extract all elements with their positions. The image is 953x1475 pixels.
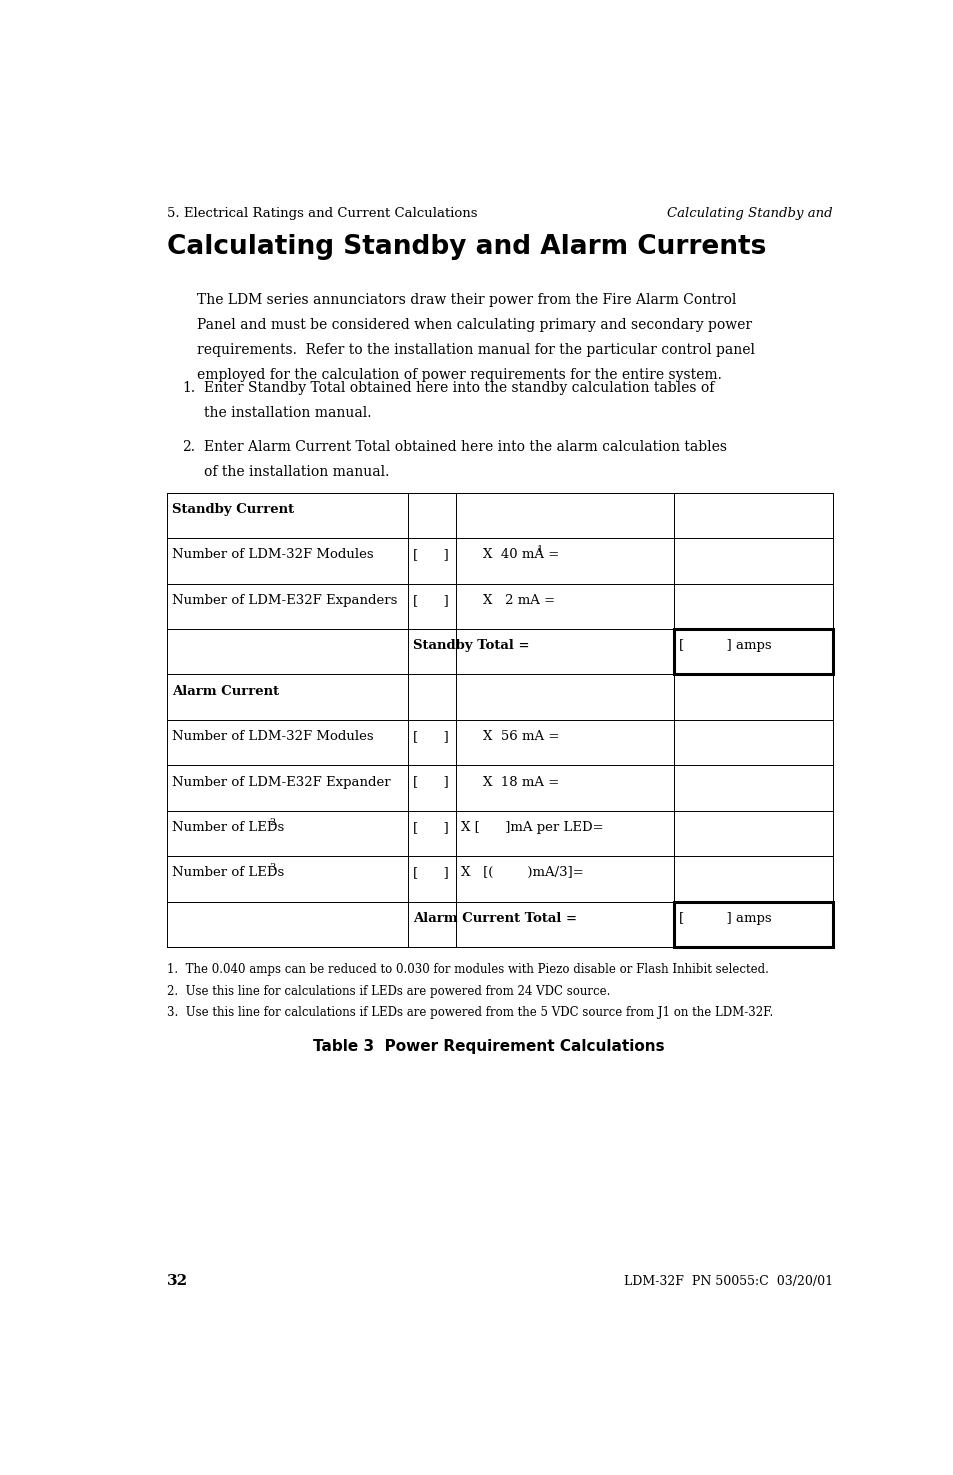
Text: X  40 mA: X 40 mA (482, 549, 543, 562)
Text: 2.: 2. (182, 441, 195, 454)
Text: The LDM series annunciators draw their power from the Fire Alarm Control: The LDM series annunciators draw their p… (196, 294, 736, 307)
Text: [          ] amps: [ ] amps (679, 639, 771, 652)
Text: the installation manual.: the installation manual. (204, 407, 372, 420)
Text: X [      ]mA per LED=: X [ ]mA per LED= (460, 822, 603, 833)
Text: 1.: 1. (182, 382, 195, 395)
Text: Alarm Current: Alarm Current (172, 684, 279, 698)
Text: Calculating Standby and: Calculating Standby and (666, 207, 832, 220)
Text: =: = (543, 549, 558, 562)
Text: [      ]: [ ] (413, 594, 448, 606)
Text: [      ]: [ ] (413, 730, 448, 743)
Text: Number of LDM-32F Modules: Number of LDM-32F Modules (172, 730, 374, 743)
Text: Calculating Standby and Alarm Currents: Calculating Standby and Alarm Currents (167, 235, 766, 260)
Text: 1.  The 0.040 amps can be reduced to 0.030 for modules with Piezo disable or Fla: 1. The 0.040 amps can be reduced to 0.03… (167, 963, 768, 976)
Text: Table 3  Power Requirement Calculations: Table 3 Power Requirement Calculations (313, 1038, 664, 1055)
Bar (673, 901, 832, 947)
Text: Number of LDM-E32F Expanders: Number of LDM-E32F Expanders (172, 594, 397, 606)
Text: X   2 mA =: X 2 mA = (482, 594, 555, 606)
Bar (167, 493, 832, 947)
Text: X  56 mA =: X 56 mA = (482, 730, 558, 743)
Text: X   [(        )mA/3]=: X [( )mA/3]= (460, 866, 583, 879)
Text: Enter Standby Total obtained here into the standby calculation tables of: Enter Standby Total obtained here into t… (204, 382, 714, 395)
Text: Enter Alarm Current Total obtained here into the alarm calculation tables: Enter Alarm Current Total obtained here … (204, 441, 726, 454)
Text: 5. Electrical Ratings and Current Calculations: 5. Electrical Ratings and Current Calcul… (167, 207, 477, 220)
Text: employed for the calculation of power requirements for the entire system.: employed for the calculation of power re… (196, 367, 721, 382)
Text: Number of LDM-E32F Expander: Number of LDM-E32F Expander (172, 776, 391, 789)
Text: [      ]: [ ] (413, 822, 448, 833)
Text: Panel and must be considered when calculating primary and secondary power: Panel and must be considered when calcul… (196, 317, 751, 332)
Text: [      ]: [ ] (413, 776, 448, 789)
Text: Number of LEDs: Number of LEDs (172, 866, 284, 879)
Text: 3.  Use this line for calculations if LEDs are powered from the 5 VDC source fro: 3. Use this line for calculations if LED… (167, 1006, 773, 1019)
Text: LDM-32F  PN 50055:C  03/20/01: LDM-32F PN 50055:C 03/20/01 (623, 1274, 832, 1288)
Text: Alarm Current Total =: Alarm Current Total = (413, 912, 577, 925)
Bar (673, 628, 832, 674)
Text: 3: 3 (269, 863, 275, 872)
Text: [          ] amps: [ ] amps (679, 912, 771, 925)
Text: Number of LEDs: Number of LEDs (172, 822, 284, 833)
Text: of the installation manual.: of the installation manual. (204, 466, 389, 479)
Text: 2: 2 (269, 817, 275, 826)
Text: 32: 32 (167, 1274, 189, 1288)
Text: [      ]: [ ] (413, 549, 448, 562)
Text: requirements.  Refer to the installation manual for the particular control panel: requirements. Refer to the installation … (196, 342, 754, 357)
Text: Standby Current: Standby Current (172, 503, 294, 516)
Text: Standby Total =: Standby Total = (413, 639, 529, 652)
Text: Number of LDM-32F Modules: Number of LDM-32F Modules (172, 549, 374, 562)
Text: 2.  Use this line for calculations if LEDs are powered from 24 VDC source.: 2. Use this line for calculations if LED… (167, 984, 610, 997)
Text: 1: 1 (537, 544, 542, 555)
Text: [      ]: [ ] (413, 866, 448, 879)
Text: X  18 mA =: X 18 mA = (482, 776, 558, 789)
